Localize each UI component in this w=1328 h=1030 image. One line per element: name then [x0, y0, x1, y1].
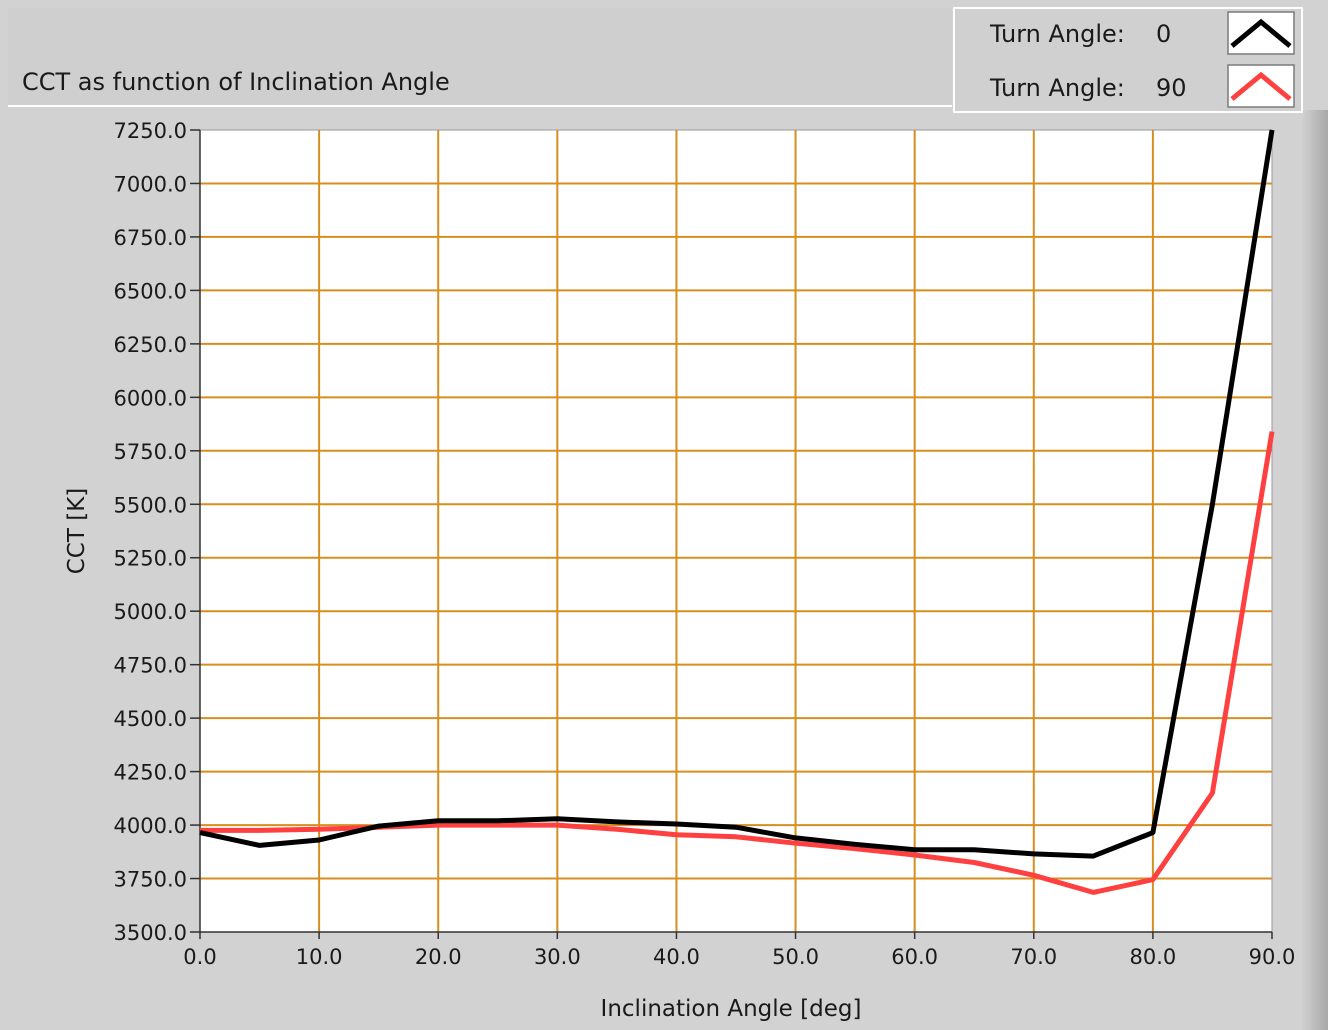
grid-lines — [200, 130, 1272, 932]
legend-swatch-1[interactable] — [1227, 64, 1295, 108]
x-tick-label: 40.0 — [653, 945, 700, 969]
y-axis-title: CCT [K] — [64, 488, 90, 575]
chart-title: CCT as function of Inclination Angle — [22, 68, 450, 96]
y-tick-label: 4500.0 — [114, 707, 187, 731]
x-tick-label: 60.0 — [891, 945, 938, 969]
x-tick-label: 80.0 — [1130, 945, 1177, 969]
legend-item-0[interactable]: Turn Angle: 0 — [989, 11, 1295, 55]
y-tick-label: 7000.0 — [114, 172, 187, 196]
y-tick-label: 6500.0 — [114, 279, 187, 303]
y-tick-label: 3500.0 — [114, 921, 187, 945]
x-tick-label: 0.0 — [183, 945, 216, 969]
x-tick-label: 70.0 — [1010, 945, 1057, 969]
x-tick-label: 50.0 — [772, 945, 819, 969]
legend: Turn Angle: 0 Turn Angle: 90 — [953, 7, 1303, 113]
legend-value-0: 0 — [1156, 20, 1171, 48]
legend-line-icon-0 — [1230, 18, 1292, 48]
legend-swatch-0[interactable] — [1227, 11, 1295, 55]
axes: 0.0 10.0 20.0 30.0 40.0 50.0 60.0 70.0 80.0 90.0 7… — [114, 119, 1296, 969]
y-tick-label: 5250.0 — [114, 547, 187, 571]
legend-line-icon-1 — [1230, 71, 1292, 101]
legend-value-1: 90 — [1156, 74, 1187, 102]
x-tick-label: 20.0 — [415, 945, 462, 969]
x-tick-label: 90.0 — [1249, 945, 1296, 969]
y-tick-label: 5500.0 — [114, 493, 187, 517]
y-tick-label: 5750.0 — [114, 440, 187, 464]
legend-label-0: Turn Angle: — [989, 20, 1125, 48]
y-tick-label: 4000.0 — [114, 814, 187, 838]
plot-area — [200, 130, 1272, 932]
x-axis-title: Inclination Angle [deg] — [601, 996, 862, 1022]
y-tick-label: 4250.0 — [114, 761, 187, 785]
x-tick-label: 10.0 — [296, 945, 343, 969]
y-tick-label: 6000.0 — [114, 386, 187, 410]
series-line-0 — [199, 129, 1275, 859]
panel-right-edge — [1300, 110, 1328, 1030]
y-tick-label: 4750.0 — [114, 654, 187, 678]
x-tick-label: 30.0 — [534, 945, 581, 969]
y-tick-label: 3750.0 — [114, 868, 187, 892]
y-tick-label: 5000.0 — [114, 600, 187, 624]
y-tick-label: 6750.0 — [114, 226, 187, 250]
legend-label-1: Turn Angle: — [989, 74, 1125, 102]
legend-item-1[interactable]: Turn Angle: 90 — [989, 64, 1295, 108]
title-bar — [8, 8, 952, 106]
y-tick-label: 7250.0 — [114, 119, 187, 143]
y-tick-label: 6250.0 — [114, 333, 187, 357]
series-layer — [199, 129, 1275, 895]
